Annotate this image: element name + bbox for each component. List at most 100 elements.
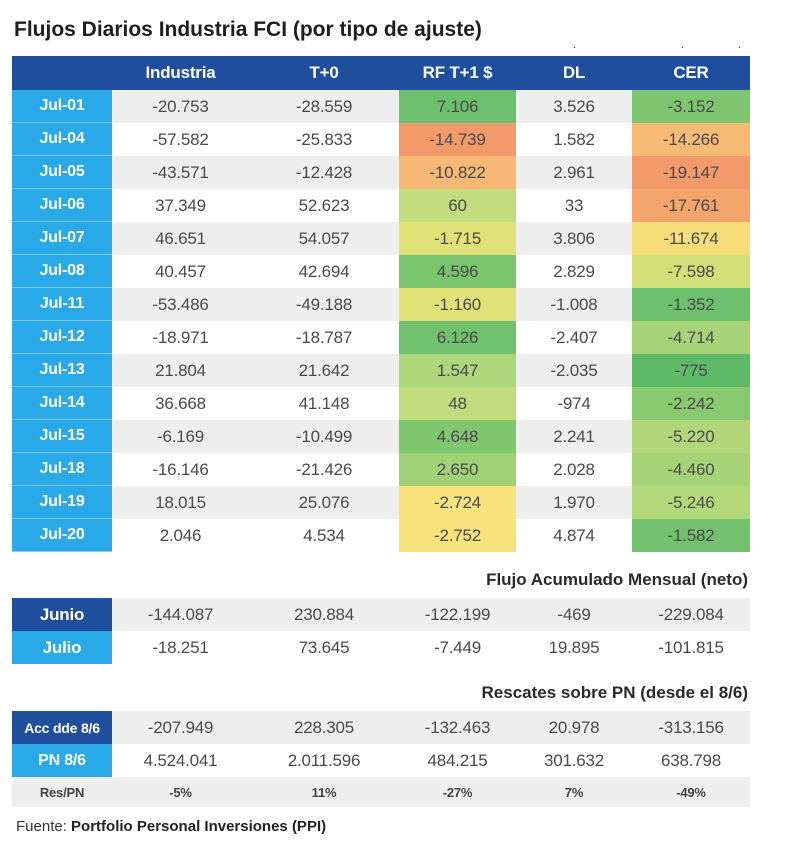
value-cell: 54.057 <box>249 222 399 255</box>
value-cell: -2.407 <box>516 321 632 354</box>
row-label: PN 8/6 <box>12 744 112 777</box>
date-cell: Jul-07 <box>12 222 112 255</box>
value-cell: 301.632 <box>516 744 632 777</box>
value-cell: -27% <box>399 777 516 807</box>
value-cell: -49% <box>632 777 750 807</box>
value-cell: -7.449 <box>399 631 516 664</box>
value-cell: -6.169 <box>112 420 249 453</box>
value-cell: 52.623 <box>249 189 399 222</box>
date-cell: Jul-06 <box>12 189 112 222</box>
value-cell: 1.547 <box>399 354 516 387</box>
table-row: Jul-15 -6.169 -10.499 4.648 2.241 -5.220 <box>12 420 750 453</box>
value-cell: -49.188 <box>249 288 399 321</box>
value-cell: 7.106 <box>399 90 516 123</box>
value-cell: 11% <box>249 777 399 807</box>
value-cell: -1.715 <box>399 222 516 255</box>
decorative-dot: . <box>573 40 576 51</box>
value-cell: 2.829 <box>516 255 632 288</box>
header-cell: CER <box>632 56 750 90</box>
table-row: Jul-14 36.668 41.148 48 -974 -2.242 <box>12 387 750 420</box>
value-cell: -1.160 <box>399 288 516 321</box>
value-cell: 484.215 <box>399 744 516 777</box>
table-row: Jul-04 -57.582 -25.833 -14.739 1.582 -14.266 <box>12 123 750 156</box>
value-cell: -11.674 <box>632 222 750 255</box>
value-cell: 37.349 <box>112 189 249 222</box>
date-cell: Jul-05 <box>12 156 112 189</box>
value-cell: 4.648 <box>399 420 516 453</box>
value-cell: 228.305 <box>249 711 399 744</box>
date-cell: Jul-13 <box>12 354 112 387</box>
value-cell: 46.651 <box>112 222 249 255</box>
value-cell: 2.241 <box>516 420 632 453</box>
table-row: Jul-19 18.015 25.076 -2.724 1.970 -5.246 <box>12 486 750 519</box>
value-cell: -775 <box>632 354 750 387</box>
value-cell: -1.008 <box>516 288 632 321</box>
value-cell: 638.798 <box>632 744 750 777</box>
value-cell: -18.787 <box>249 321 399 354</box>
value-cell: -2.724 <box>399 486 516 519</box>
value-cell: 4.534 <box>249 519 399 552</box>
value-cell: 4.596 <box>399 255 516 288</box>
value-cell: -10.499 <box>249 420 399 453</box>
value-cell: 7% <box>516 777 632 807</box>
value-cell: 40.457 <box>112 255 249 288</box>
header-cell <box>12 56 112 90</box>
value-cell: -10.822 <box>399 156 516 189</box>
value-cell: -17.761 <box>632 189 750 222</box>
value-cell: 2.011.596 <box>249 744 399 777</box>
table-row: PN 8/6 4.524.041 2.011.596 484.215 301.6… <box>12 744 750 777</box>
value-cell: 48 <box>399 387 516 420</box>
row-label: Acc dde 8/6 <box>12 711 112 744</box>
table-row: Jul-06 37.349 52.623 60 33 -17.761 <box>12 189 750 222</box>
value-cell: 21.804 <box>112 354 249 387</box>
value-cell: 1.970 <box>516 486 632 519</box>
rescates-table: Acc dde 8/6 -207.949 228.305 -132.463 20… <box>12 711 750 807</box>
value-cell: 20.978 <box>516 711 632 744</box>
date-cell: Jul-04 <box>12 123 112 156</box>
value-cell: -16.146 <box>112 453 249 486</box>
value-cell: 3.806 <box>516 222 632 255</box>
table-row: Jul-08 40.457 42.694 4.596 2.829 -7.598 <box>12 255 750 288</box>
value-cell: -19.147 <box>632 156 750 189</box>
source-name: Portfolio Personal Inversiones (PPI) <box>71 818 327 835</box>
value-cell: 60 <box>399 189 516 222</box>
table-row: Junio -144.087 230.884 -122.199 -469 -22… <box>12 598 750 631</box>
value-cell: -12.428 <box>249 156 399 189</box>
value-cell: -1.352 <box>632 288 750 321</box>
value-cell: 2.961 <box>516 156 632 189</box>
value-cell: 4.524.041 <box>112 744 249 777</box>
monthly-table: Junio -144.087 230.884 -122.199 -469 -22… <box>12 598 750 664</box>
value-cell: -229.084 <box>632 598 750 631</box>
value-cell: -43.571 <box>112 156 249 189</box>
value-cell: 6.126 <box>399 321 516 354</box>
value-cell: -14.739 <box>399 123 516 156</box>
table-row: Acc dde 8/6 -207.949 228.305 -132.463 20… <box>12 711 750 744</box>
date-cell: Jul-18 <box>12 453 112 486</box>
value-cell: -469 <box>516 598 632 631</box>
value-cell: -18.251 <box>112 631 249 664</box>
value-cell: 41.148 <box>249 387 399 420</box>
date-cell: Jul-08 <box>12 255 112 288</box>
value-cell: 1.582 <box>516 123 632 156</box>
header-cell: Industria <box>112 56 249 90</box>
value-cell: -2.242 <box>632 387 750 420</box>
value-cell: 73.645 <box>249 631 399 664</box>
table-row: Jul-20 2.046 4.534 -2.752 4.874 -1.582 <box>12 519 750 552</box>
table-row: Jul-07 46.651 54.057 -1.715 3.806 -11.674 <box>12 222 750 255</box>
date-cell: Jul-11 <box>12 288 112 321</box>
value-cell: -57.582 <box>112 123 249 156</box>
table-title: Flujos Diarios Industria FCI (por tipo d… <box>14 18 482 41</box>
date-cell: Jul-15 <box>12 420 112 453</box>
value-cell: -2.752 <box>399 519 516 552</box>
date-cell: Jul-01 <box>12 90 112 123</box>
header-cell: RF T+1 $ <box>399 56 516 90</box>
value-cell: 18.015 <box>112 486 249 519</box>
value-cell: -5.220 <box>632 420 750 453</box>
table-row: Res/PN -5% 11% -27% 7% -49% <box>12 777 750 807</box>
value-cell: 2.650 <box>399 453 516 486</box>
header-row: Industria T+0 RF T+1 $ DL CER <box>12 56 750 90</box>
row-label: Res/PN <box>12 777 112 807</box>
value-cell: 33 <box>516 189 632 222</box>
header-cell: T+0 <box>249 56 399 90</box>
value-cell: 230.884 <box>249 598 399 631</box>
